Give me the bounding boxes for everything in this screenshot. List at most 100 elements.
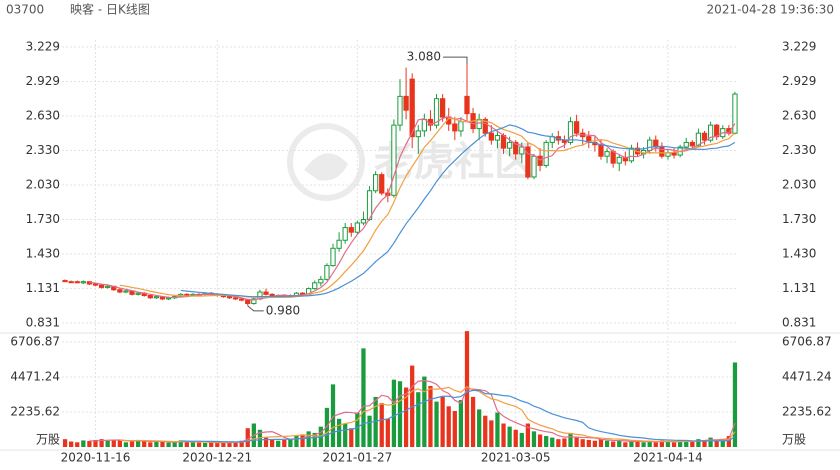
volume-bar [391,379,397,447]
y-tick-label: 3.229 [26,40,60,54]
volume-bar [227,442,232,447]
volume-bar [684,439,689,447]
candle-body [452,123,458,132]
volume-bar [111,439,116,447]
candle-body [336,239,342,249]
volume-bar [458,400,464,447]
candle-body [105,285,111,288]
candle-body [500,135,507,149]
volume-bar [62,439,68,447]
volume-bar [93,439,98,447]
volume-bar [452,410,457,447]
candle-body [439,98,446,118]
price-ma-line [180,124,736,298]
volume-bar [385,418,390,447]
candle-body [616,156,622,164]
volume-bar [148,442,153,447]
volume-bar [117,440,122,447]
volume-bar [428,385,433,447]
volume-bar [556,439,561,447]
volume-bar [312,432,317,447]
candle-body [391,124,397,196]
volume-bar [714,439,719,447]
volume-bar [306,431,311,447]
volume-bar [537,434,543,447]
candle-body [299,292,306,295]
candle-body [348,227,354,233]
candle-body [62,280,68,283]
candle-body [251,298,257,305]
x-tick-label: 2021-01-27 [322,451,392,465]
candle-body [80,281,86,284]
y2-tick-label-right: 6706.87 [782,335,832,349]
volume-bar [678,440,683,447]
volume-ma-line [119,386,736,443]
volume-bar [336,418,342,447]
volume-bar [641,442,646,447]
candle-body [671,152,677,156]
volume-bar [702,440,707,447]
candle-body [147,294,153,299]
volume-bar [568,432,573,447]
candle-body [68,281,74,284]
candle-body [226,296,233,299]
candle-body [464,95,470,115]
volume-bar [166,442,171,447]
candle-body [330,247,336,267]
volume-bar [178,440,183,447]
candle-body [543,141,549,166]
candle-body [482,118,488,134]
candle-body [707,124,714,141]
volume-bar [300,434,305,447]
volume-bar [495,412,500,447]
x-tick-label: 2020-11-16 [61,451,131,465]
candle-body [135,292,141,295]
volume-bar [562,438,567,447]
y-tick-label-right: 0.831 [782,316,816,330]
volume-bar [726,436,731,447]
candle-body [360,219,367,224]
candle-body [123,290,129,293]
volume-bar [75,442,80,447]
y-tick-label: 2.630 [26,108,60,122]
volume-bar [659,440,665,447]
price-ma-line [89,116,736,301]
volume-bar [574,437,579,447]
volume-bar [671,442,677,447]
candle-body [732,93,738,134]
candle-body [573,121,580,134]
volume-bar [525,423,531,447]
y-tick-label-right: 3.229 [782,40,816,54]
candle-body [421,118,427,132]
volume-bar [99,439,104,447]
volume-bar [653,442,658,447]
volume-bar [135,439,141,447]
candle-body [653,139,659,148]
volume-bar [696,439,701,447]
volume-bar [215,443,220,447]
candle-body [397,95,403,126]
volume-bar [598,439,604,447]
volume-bar [288,439,293,447]
y-tick-label: 1.131 [26,281,60,295]
y2-tick-label-right: 4471.24 [782,370,832,384]
candle-body [701,132,708,141]
watermark-logo [287,123,365,201]
y-tick-label: 2.929 [26,74,60,88]
candle-body [537,155,543,166]
datetime: 2021-04-28 19:36:30 [707,3,834,17]
volume-bar [623,442,628,447]
high-label: 3.080 [407,50,441,64]
volume-bar [123,442,129,447]
candle-body [245,299,251,305]
volume-bar [367,415,372,447]
volume-bar [373,396,378,447]
candle-body [628,147,635,162]
candle-body [659,146,665,157]
volume-bar [513,429,518,447]
volume-bar [221,442,226,447]
candle-body [506,141,513,149]
volume-bar [507,426,512,447]
volume-ma-line [180,389,736,443]
